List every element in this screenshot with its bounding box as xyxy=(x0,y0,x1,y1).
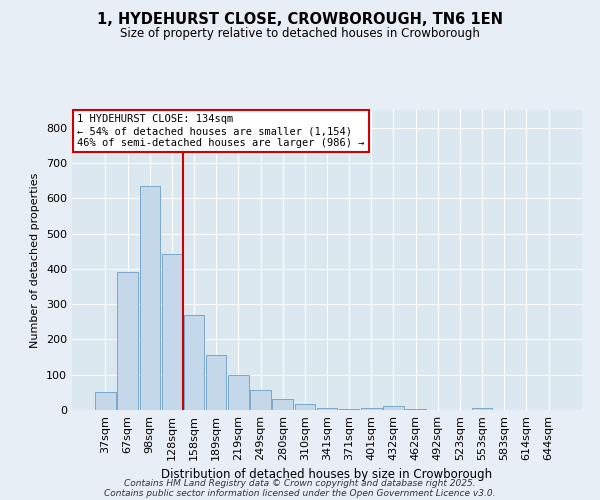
Bar xyxy=(317,408,337,410)
Bar xyxy=(206,356,226,410)
Bar xyxy=(272,400,293,410)
Bar xyxy=(118,272,138,410)
Text: Contains public sector information licensed under the Open Government Licence v3: Contains public sector information licen… xyxy=(104,488,496,498)
Text: Size of property relative to detached houses in Crowborough: Size of property relative to detached ho… xyxy=(120,28,480,40)
Bar xyxy=(95,392,116,410)
Bar xyxy=(228,376,248,410)
Text: 1, HYDEHURST CLOSE, CROWBOROUGH, TN6 1EN: 1, HYDEHURST CLOSE, CROWBOROUGH, TN6 1EN xyxy=(97,12,503,28)
Bar xyxy=(140,186,160,410)
Bar xyxy=(339,409,359,410)
Bar xyxy=(250,390,271,410)
Bar xyxy=(184,314,204,410)
X-axis label: Distribution of detached houses by size in Crowborough: Distribution of detached houses by size … xyxy=(161,468,493,481)
Bar xyxy=(361,408,382,410)
Bar xyxy=(406,409,426,410)
Bar xyxy=(383,406,404,410)
Text: 1 HYDEHURST CLOSE: 134sqm
← 54% of detached houses are smaller (1,154)
46% of se: 1 HYDEHURST CLOSE: 134sqm ← 54% of detac… xyxy=(77,114,365,148)
Y-axis label: Number of detached properties: Number of detached properties xyxy=(31,172,40,348)
Bar xyxy=(472,408,493,410)
Bar xyxy=(295,404,315,410)
Bar xyxy=(161,254,182,410)
Text: Contains HM Land Registry data © Crown copyright and database right 2025.: Contains HM Land Registry data © Crown c… xyxy=(124,478,476,488)
